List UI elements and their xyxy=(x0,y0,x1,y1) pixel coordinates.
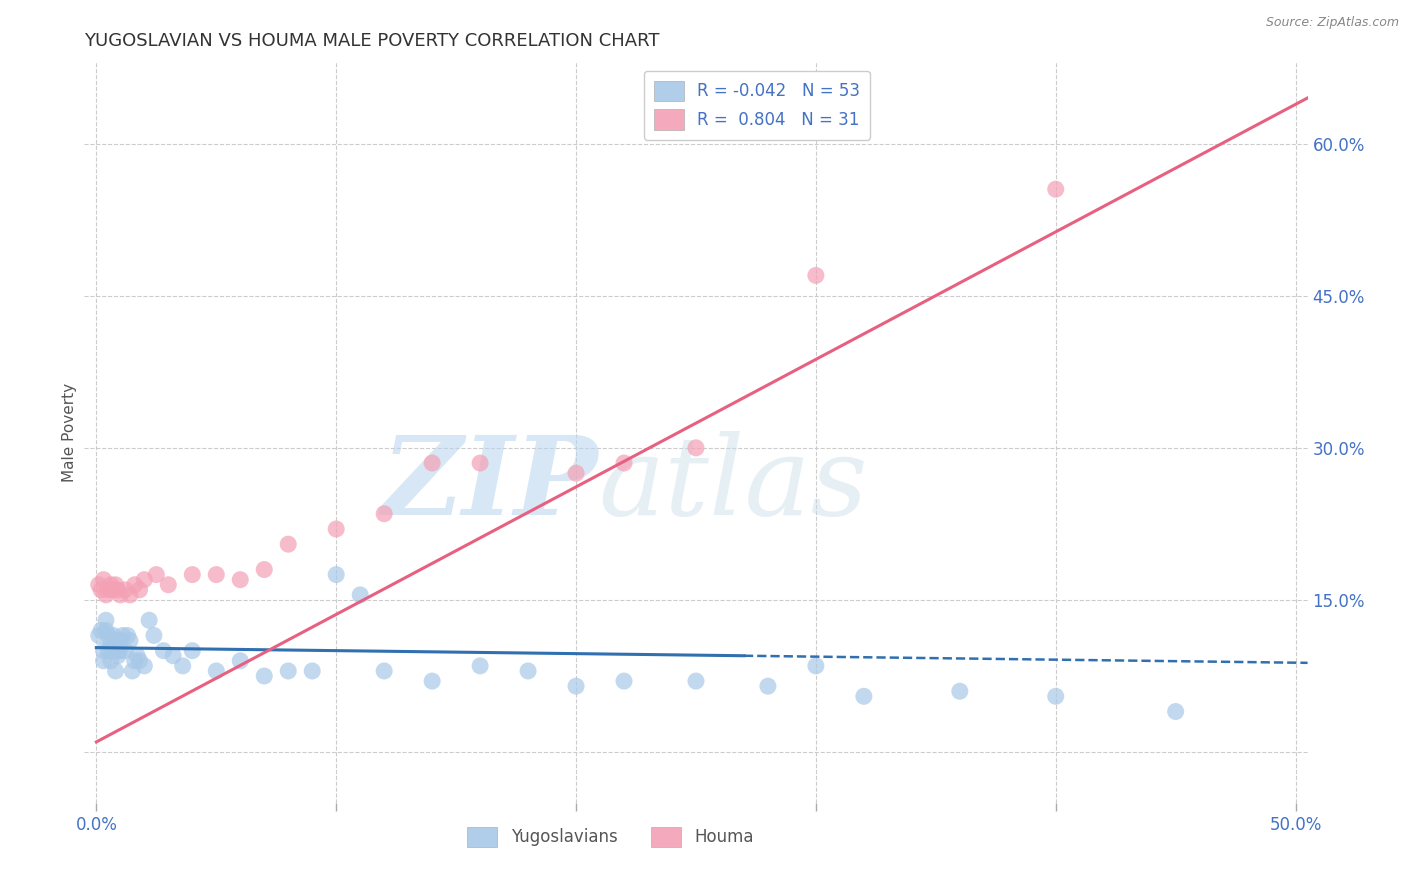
Point xyxy=(101,643,124,657)
Point xyxy=(804,659,827,673)
Point xyxy=(373,664,395,678)
Point xyxy=(121,664,143,678)
Point xyxy=(118,588,141,602)
Point xyxy=(162,648,184,663)
Point xyxy=(97,643,120,657)
Point xyxy=(468,456,491,470)
Point xyxy=(118,633,141,648)
Point xyxy=(107,643,129,657)
Text: ZIP: ZIP xyxy=(381,431,598,538)
Point xyxy=(1164,705,1187,719)
Point xyxy=(1045,182,1067,196)
Point xyxy=(949,684,972,698)
Point xyxy=(117,628,139,642)
Point xyxy=(114,643,136,657)
Point xyxy=(100,654,122,668)
Point xyxy=(97,628,120,642)
Point xyxy=(97,582,120,597)
Point xyxy=(152,643,174,657)
Point xyxy=(253,669,276,683)
Point xyxy=(127,648,149,663)
Point xyxy=(111,628,134,642)
Text: Source: ZipAtlas.com: Source: ZipAtlas.com xyxy=(1265,16,1399,29)
Point xyxy=(94,613,117,627)
Point xyxy=(107,648,129,663)
Point xyxy=(104,664,127,678)
Point xyxy=(107,582,129,597)
Point xyxy=(277,537,299,551)
Point xyxy=(104,578,127,592)
Point xyxy=(100,639,122,653)
Point xyxy=(124,578,146,592)
Point xyxy=(1045,690,1067,704)
Legend: Yugoslavians, Houma: Yugoslavians, Houma xyxy=(461,820,761,854)
Point xyxy=(93,654,115,668)
Point xyxy=(93,573,115,587)
Point xyxy=(87,628,110,642)
Point xyxy=(90,624,112,638)
Point xyxy=(93,643,115,657)
Point xyxy=(110,588,132,602)
Point xyxy=(94,624,117,638)
Point xyxy=(205,664,228,678)
Point xyxy=(110,643,132,657)
Point xyxy=(253,562,276,576)
Point xyxy=(100,578,122,592)
Point xyxy=(145,567,167,582)
Point xyxy=(94,588,117,602)
Point xyxy=(325,567,347,582)
Point xyxy=(852,690,875,704)
Y-axis label: Male Poverty: Male Poverty xyxy=(62,383,77,483)
Point xyxy=(128,582,150,597)
Point xyxy=(325,522,347,536)
Point xyxy=(517,664,540,678)
Point xyxy=(277,664,299,678)
Point xyxy=(104,633,127,648)
Point xyxy=(685,441,707,455)
Point xyxy=(87,578,110,592)
Point xyxy=(138,613,160,627)
Point xyxy=(613,456,636,470)
Point xyxy=(420,674,443,689)
Point xyxy=(124,654,146,668)
Point xyxy=(804,268,827,283)
Point xyxy=(229,654,252,668)
Point xyxy=(134,659,156,673)
Point xyxy=(565,466,588,480)
Point xyxy=(229,573,252,587)
Point xyxy=(756,679,779,693)
Point xyxy=(181,643,204,657)
Point xyxy=(101,628,124,642)
Point xyxy=(468,659,491,673)
Point xyxy=(205,567,228,582)
Point xyxy=(685,674,707,689)
Point xyxy=(128,654,150,668)
Point xyxy=(349,588,371,602)
Point xyxy=(172,659,194,673)
Point xyxy=(373,507,395,521)
Point xyxy=(613,674,636,689)
Point xyxy=(565,679,588,693)
Point xyxy=(110,633,132,648)
Point xyxy=(142,628,165,642)
Point xyxy=(301,664,323,678)
Point xyxy=(134,573,156,587)
Point xyxy=(181,567,204,582)
Point xyxy=(101,582,124,597)
Point xyxy=(420,456,443,470)
Point xyxy=(90,582,112,597)
Text: atlas: atlas xyxy=(598,431,868,538)
Point xyxy=(114,582,136,597)
Text: YUGOSLAVIAN VS HOUMA MALE POVERTY CORRELATION CHART: YUGOSLAVIAN VS HOUMA MALE POVERTY CORREL… xyxy=(84,32,659,50)
Point xyxy=(157,578,180,592)
